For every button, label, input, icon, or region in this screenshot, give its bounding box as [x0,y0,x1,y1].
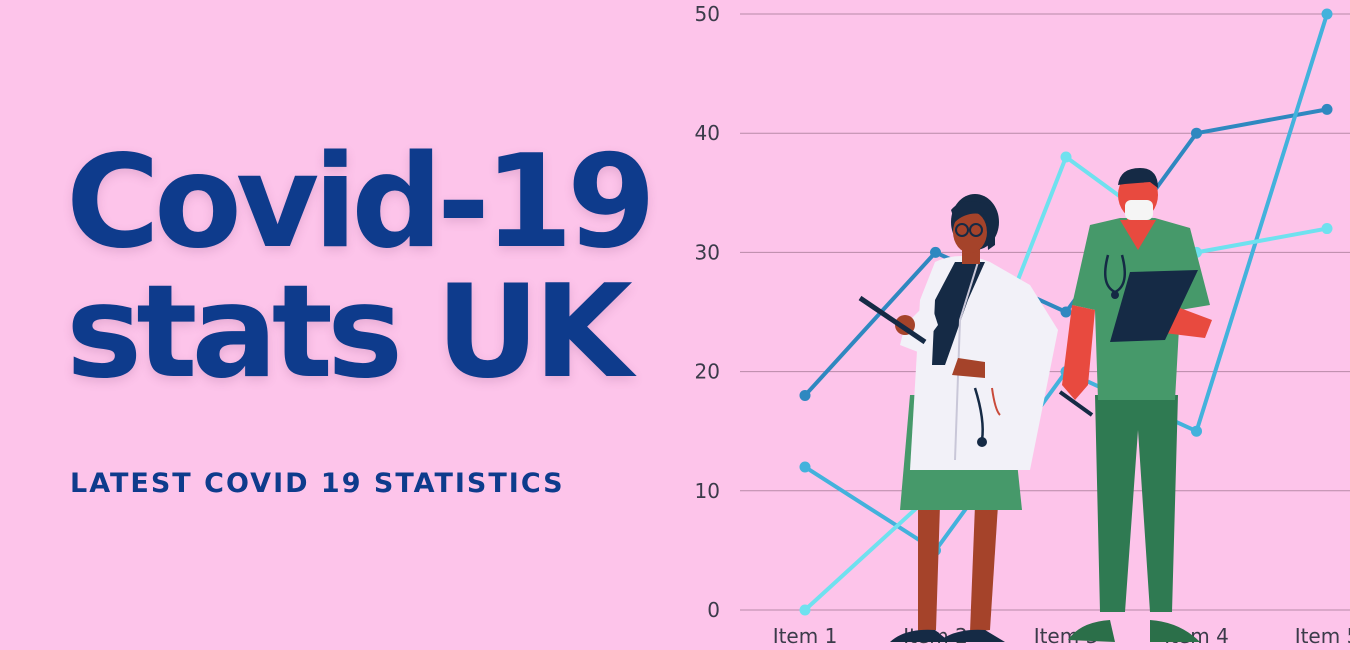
data-point [799,604,811,616]
subtitle: LATEST COVID 19 STATISTICS [70,468,565,499]
title-line-2: stats UK [66,258,633,407]
data-point [1060,306,1072,318]
y-tick-label: 0 [707,598,720,622]
data-point [1321,223,1333,235]
title-line-1: Covid-19 [66,128,656,277]
y-axis-tick-labels: 0 10 20 30 40 50 [695,2,720,622]
y-tick-label: 10 [695,479,720,503]
y-tick-label: 30 [695,240,720,264]
y-tick-label: 50 [695,2,720,26]
data-point [930,246,941,258]
data-point [1321,8,1333,20]
y-tick-label: 40 [695,121,720,145]
data-point [1191,127,1202,139]
data-point [1060,151,1072,163]
x-tick-label: Item 5 [1295,624,1350,648]
data-point [1321,103,1333,115]
page-title: Covid-19 stats UK [66,128,656,407]
series-line-2 [803,13,1329,553]
female-doctor-illustration [858,194,1058,642]
male-nurse-illustration [1058,168,1212,642]
data-point [799,461,811,473]
data-point [799,389,811,401]
x-tick-label: Item 1 [773,624,838,648]
y-tick-label: 20 [695,360,720,384]
data-point [1191,425,1202,437]
